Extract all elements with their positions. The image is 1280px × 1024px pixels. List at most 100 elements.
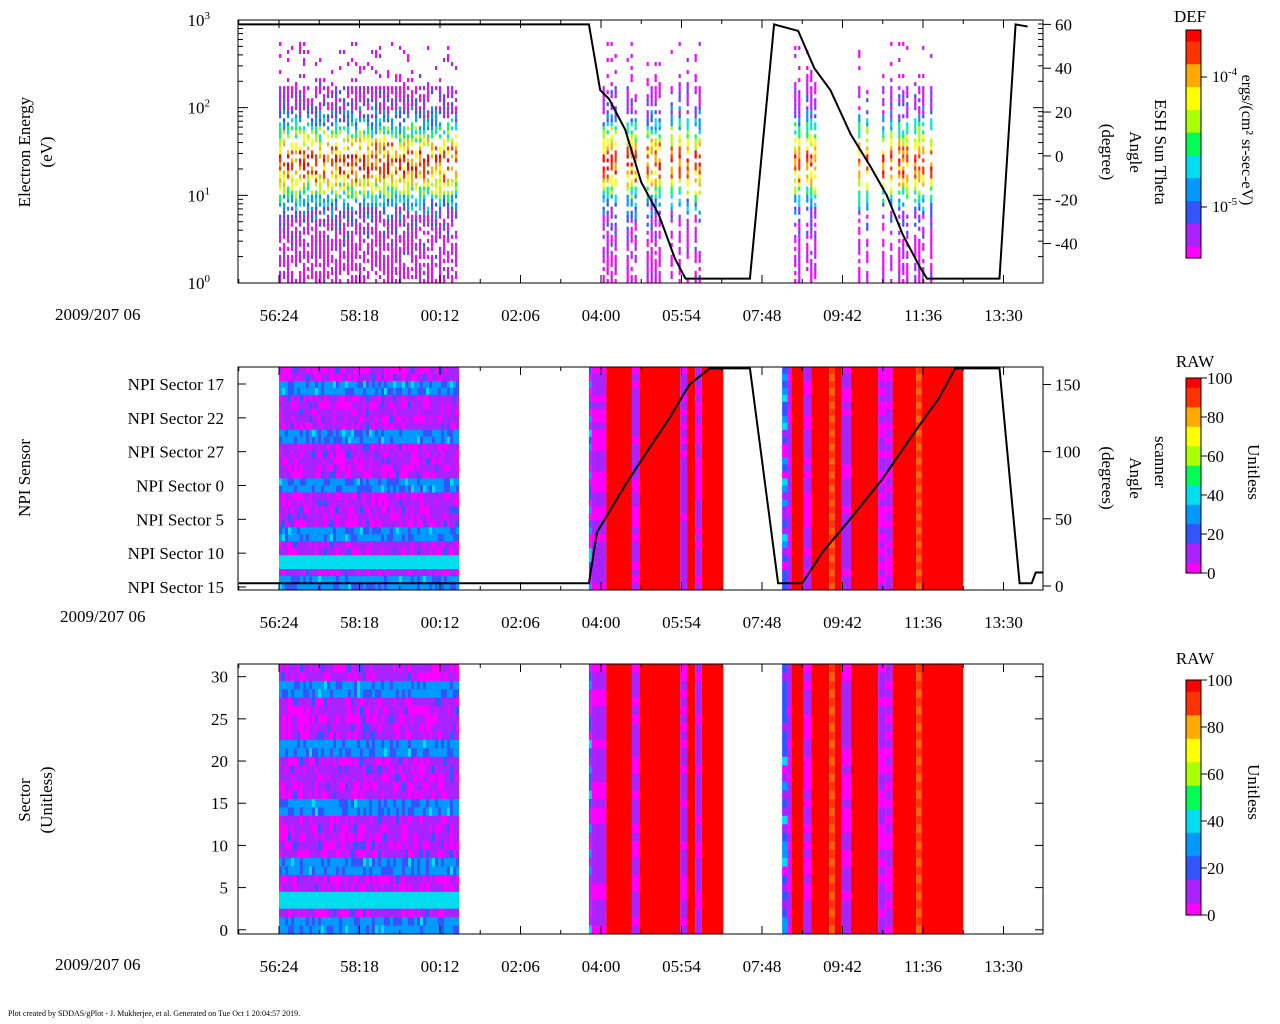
spectrogram-cell [354, 422, 358, 431]
spectrogram-cell [906, 190, 909, 195]
spectrogram-cell [379, 158, 382, 163]
spectrogram-cell [423, 367, 427, 375]
spectrogram-cell [810, 206, 813, 211]
spectrogram-cell [297, 443, 301, 452]
spectrogram-cell [279, 254, 282, 259]
spectrogram-cell [444, 464, 448, 473]
spectrogram-cell [324, 562, 328, 570]
spectrogram-cell [898, 279, 901, 283]
spectrogram-cell [646, 110, 649, 115]
spectrogram-cell [918, 218, 921, 223]
spectrogram-cell [330, 534, 334, 542]
spectrogram-cell [363, 94, 366, 99]
spectrogram-cell [411, 541, 415, 549]
spectrogram-cell [355, 254, 358, 259]
spectrogram-cell [419, 150, 422, 155]
spectrogram-cell [922, 174, 925, 179]
spectrogram-cell [343, 158, 346, 163]
spectrogram-cell [427, 126, 430, 131]
spectrogram-cell [315, 576, 319, 584]
spectrogram-cell [375, 541, 379, 549]
spectrogram-cell [610, 262, 613, 267]
spectrogram-cell [930, 126, 933, 131]
spectrogram-cell [890, 150, 893, 155]
spectrogram-cell [279, 230, 282, 235]
spectrogram-cell [354, 457, 358, 466]
spectrogram-cell [606, 118, 609, 123]
spectrogram-cell [387, 106, 390, 111]
spectrogram-cell [375, 548, 379, 556]
spectrogram-cell [279, 70, 282, 75]
spectrogram-cell [299, 222, 302, 227]
spectrogram-cell [686, 246, 689, 251]
spectrogram-cell [906, 194, 909, 199]
spectrogram-cell [626, 266, 629, 271]
spectrogram-cell [381, 373, 385, 382]
spectrogram-cell [455, 270, 458, 275]
spectrogram-cell [359, 114, 362, 119]
spectrogram-cell [810, 190, 813, 195]
spectrogram-cell [279, 41, 282, 46]
spectrogram-cell [395, 182, 398, 187]
spectrogram-cell [411, 106, 414, 111]
spectrogram-cell [343, 202, 346, 207]
spectrogram-cell [323, 170, 326, 175]
spectrogram-cell [367, 214, 370, 219]
spectrogram-cell [408, 457, 412, 466]
spectrogram-cell [307, 102, 310, 107]
spectrogram-cell [360, 367, 364, 375]
spectrogram-cell [432, 513, 436, 521]
spectrogram-cell [794, 198, 797, 203]
spectrogram-cell [858, 190, 861, 195]
spectrogram-cell [698, 279, 701, 283]
spectrogram-cell [395, 254, 398, 259]
spectrogram-cell [303, 90, 306, 95]
spectrogram-cell [686, 242, 689, 247]
spectrogram-cell [381, 422, 385, 431]
spectrogram-cell [299, 254, 302, 259]
spectrogram-cell [444, 562, 448, 570]
spectrogram-cell [321, 422, 325, 431]
spectrogram-cell [670, 122, 673, 127]
spectrogram-cell [351, 218, 354, 223]
spectrogram-cell [417, 422, 421, 431]
spectrogram-cell [602, 190, 605, 195]
spectrogram-cell [630, 178, 633, 183]
spectrogram-cell [650, 262, 653, 267]
spectrogram-cell [279, 154, 282, 159]
spectrogram-cell [444, 576, 448, 584]
spectrogram-cell [403, 110, 406, 115]
spectrogram-cell [327, 250, 330, 255]
spectrogram-cell [330, 408, 334, 417]
spectrogram-cell [357, 569, 361, 577]
spectrogram-cell [443, 130, 446, 135]
spectrogram-cell [930, 142, 933, 147]
spectrogram-cell [321, 471, 325, 479]
spectrogram-cell [411, 562, 415, 570]
spectrogram-cell [390, 506, 394, 514]
spectrogram-cell [291, 380, 295, 389]
spectrogram-cell [355, 106, 358, 111]
spectrogram-cell [634, 138, 637, 143]
spectrogram-cell [399, 548, 403, 556]
spectrogram-cell [311, 170, 314, 175]
spectrogram-cell [686, 198, 689, 203]
spectrogram-cell [654, 279, 657, 283]
spectrogram-cell [654, 130, 657, 135]
spectrogram-cell [306, 471, 310, 479]
spectrogram-cell [423, 583, 427, 591]
spectrogram-cell [321, 394, 325, 403]
spectrogram-cell [626, 198, 629, 203]
spectrogram-cell [300, 583, 304, 591]
spectrogram-cell [646, 274, 649, 279]
spectrogram-cell [393, 513, 397, 521]
x-tick-label: 05:54 [662, 306, 701, 325]
spectrogram-cell [387, 569, 391, 577]
spectrogram-cell [367, 158, 370, 163]
colorbar-swatch [1186, 71, 1201, 77]
spectrogram-cell [423, 527, 427, 535]
spectrogram-cell [419, 130, 422, 135]
spectrogram-cell [303, 422, 307, 431]
spectrogram-cell [431, 118, 434, 123]
spectrogram-cell [686, 90, 689, 95]
